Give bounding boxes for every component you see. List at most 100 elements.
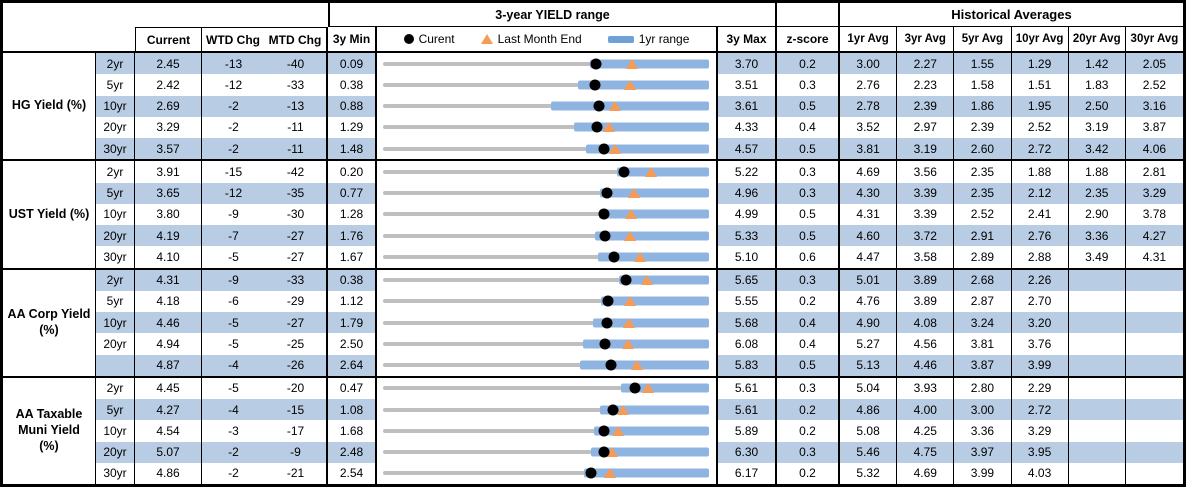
tenor-cell: 10yr <box>96 312 135 334</box>
max-3y-cell: 5.61 <box>718 399 777 421</box>
range-track <box>383 378 709 399</box>
range-track <box>383 312 709 333</box>
range-bar-1yr <box>585 144 709 154</box>
legend-1yr-range: 1yr range <box>607 32 689 46</box>
range-chart <box>377 161 718 183</box>
avg-cell <box>1068 290 1126 312</box>
avg-cell: 2.52 <box>1011 116 1069 138</box>
current-dot-icon <box>629 382 641 394</box>
avg-cell: 2.39 <box>954 116 1012 138</box>
avg-cell: 4.56 <box>897 333 955 355</box>
avg-cell: 3.29 <box>1011 420 1069 442</box>
range-track <box>383 355 709 376</box>
avg-cell: 2.81 <box>1125 161 1183 183</box>
range-chart <box>377 182 718 204</box>
table-row: 10yr 2.69 -2 -13 0.88 3.61 0.5 2.78 2.39 1.86 1.95… <box>96 95 1183 117</box>
wtd-chg-cell: -12 <box>202 74 265 96</box>
range-chart <box>377 377 718 399</box>
current-cell: 4.94 <box>135 333 202 355</box>
avg-cell <box>1125 462 1183 484</box>
current-column-header: Current <box>135 27 202 51</box>
mtd-chg-cell: -25 <box>265 333 328 355</box>
avg-cell: 2.72 <box>1011 399 1069 421</box>
mtd-chg-cell: -33 <box>265 74 328 96</box>
avg-cell: 3.24 <box>954 312 1012 334</box>
current-cell: 4.45 <box>135 377 202 399</box>
avg-cell: 3.87 <box>1125 116 1183 138</box>
range-bar-1yr <box>593 426 709 436</box>
avg-cell: 2.68 <box>954 269 1012 291</box>
current-cell: 5.07 <box>135 441 202 463</box>
range-bar-1yr <box>599 209 709 219</box>
avg-cell: 5.04 <box>840 377 898 399</box>
avg-cell: 3.36 <box>1068 225 1126 247</box>
legend-last-month-end-label: Last Month End <box>497 32 582 46</box>
table-row: 10yr 4.54 -3 -17 1.68 5.89 0.2 5.08 4.25 3.36 3.29 <box>96 420 1183 442</box>
table-row: 5yr 3.65 -12 -35 0.77 4.96 0.3 4.30 3.39 2.35 2.12… <box>96 182 1183 204</box>
current-cell: 4.54 <box>135 420 202 442</box>
min-3y-cell: 1.67 <box>328 246 377 268</box>
current-cell: 4.87 <box>135 354 202 376</box>
range-bar-1yr <box>597 252 709 262</box>
range-bar-1yr <box>589 59 709 69</box>
range-chart <box>377 269 718 291</box>
avg-cell: 5.13 <box>840 354 898 376</box>
wtd-chg-cell: -3 <box>202 420 265 442</box>
mtd-chg-cell: -9 <box>265 441 328 463</box>
avg-cell: 3.00 <box>954 399 1012 421</box>
avg-cell: 2.35 <box>954 161 1012 183</box>
min-3y-cell: 1.79 <box>328 312 377 334</box>
table-row: 2yr 2.45 -13 -40 0.09 3.70 0.2 3.00 2.27 1.55 1.29… <box>96 53 1183 75</box>
max-3y-cell: 4.99 <box>718 203 777 225</box>
mtd-chg-cell: -42 <box>265 161 328 183</box>
range-track <box>383 246 709 267</box>
avg-cell <box>1125 441 1183 463</box>
current-dot-icon <box>598 143 609 155</box>
avg-cell: 3.49 <box>1068 246 1126 268</box>
z-score-cell: 0.3 <box>777 161 840 183</box>
wtd-chg-cell: -4 <box>202 399 265 421</box>
track-line <box>383 191 709 196</box>
range-track <box>383 161 709 182</box>
current-dot-icon <box>602 295 614 307</box>
range-chart <box>377 74 718 96</box>
mtd-chg-cell: -33 <box>265 269 328 291</box>
avg-cell <box>1068 269 1126 291</box>
wtd-chg-header: WTD Chg <box>206 32 260 47</box>
tenor-cell: 20yr <box>96 441 135 463</box>
range-track <box>383 74 709 95</box>
avg-cell: 3.95 <box>1011 441 1069 463</box>
avg-cell <box>1125 420 1183 442</box>
legend-current-label: Curent <box>418 32 455 46</box>
section-rows: 2yr 3.91 -15 -42 0.20 5.22 0.3 4.69 3.56 2.35 1.88… <box>96 161 1183 268</box>
avg-cell <box>1125 290 1183 312</box>
avg-cell <box>1125 333 1183 355</box>
table-row: 20yr 3.29 -2 -11 1.29 4.33 0.4 3.52 2.97 2.39 2.52… <box>96 116 1183 138</box>
tenor-cell: 2yr <box>96 269 135 291</box>
last-month-end-triangle-icon <box>604 468 617 479</box>
last-month-end-triangle-icon <box>645 166 658 177</box>
range-bar-1yr <box>591 447 709 457</box>
mtd-chg-cell: -40 <box>265 53 328 75</box>
avg-cell: 2.78 <box>840 95 898 117</box>
range-chart <box>377 246 718 268</box>
avg-cell <box>1068 354 1126 376</box>
avg-cell: 2.52 <box>1125 74 1183 96</box>
max-3y-cell: 4.96 <box>718 182 777 204</box>
table-header: 3-year YIELD range Historical Averages C… <box>3 3 1183 53</box>
tenor-cell: 30yr <box>96 246 135 268</box>
avg-5yr-column-header: 5yr Avg <box>954 27 1012 51</box>
section-rows: 2yr 4.31 -9 -33 0.38 5.65 0.3 5.01 3.89 2.68 2.26 5… <box>96 269 1183 376</box>
avg-cell <box>1068 377 1126 399</box>
avg-cell: 2.90 <box>1068 203 1126 225</box>
current-cell: 4.18 <box>135 290 202 312</box>
range-bar-1yr <box>551 101 709 111</box>
tenor-cell: 2yr <box>96 161 135 183</box>
range-chart <box>377 399 718 421</box>
avg-cell: 2.60 <box>954 138 1012 160</box>
avg-cell: 2.97 <box>897 116 955 138</box>
avg-3yr-column-header: 3yr Avg <box>897 27 955 51</box>
avg-10yr-column-header: 10yr Avg <box>1012 27 1069 51</box>
tenor-cell <box>96 354 135 376</box>
range-track <box>383 291 709 312</box>
